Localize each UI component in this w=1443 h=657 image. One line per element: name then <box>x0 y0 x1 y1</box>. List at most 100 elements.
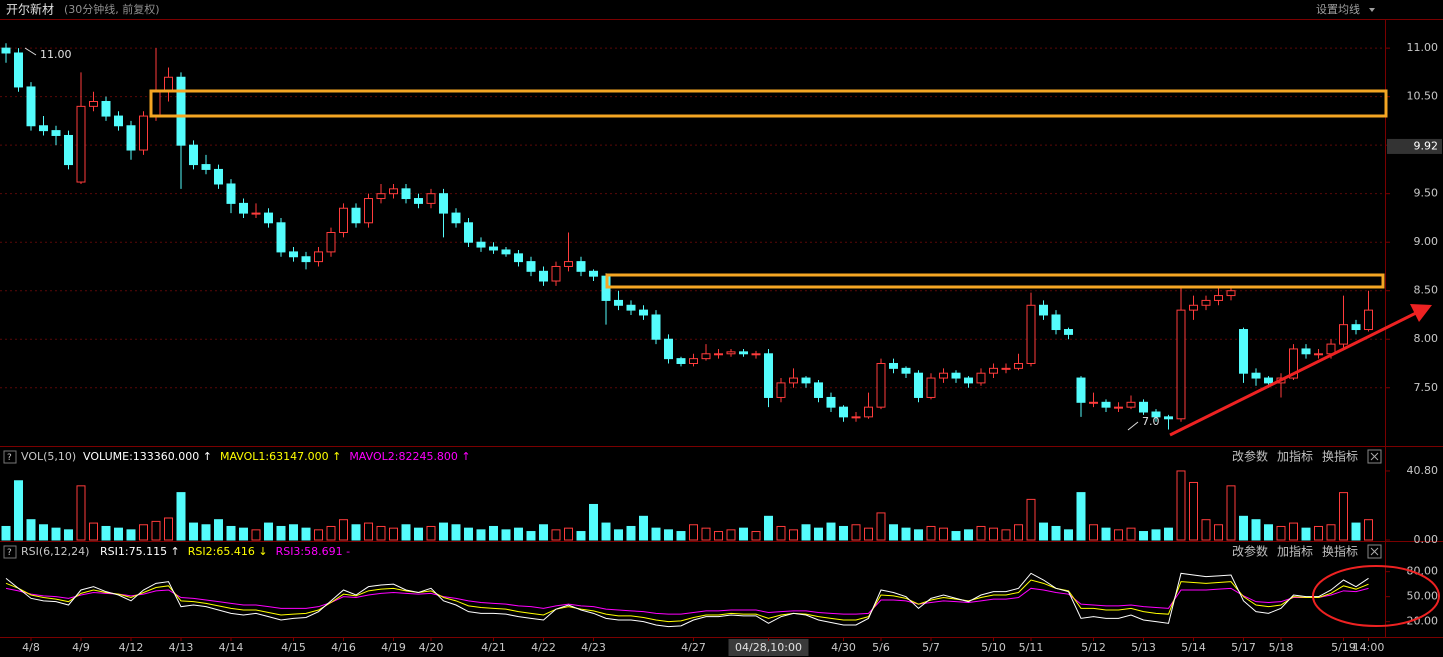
y-tick-label: 80.00 <box>1407 565 1439 578</box>
candle-body <box>39 125 48 132</box>
help[interactable]: ? <box>7 548 12 558</box>
volume-bar <box>26 519 36 541</box>
volume-bar <box>851 524 861 541</box>
candle-body <box>1339 324 1348 345</box>
volume-bar <box>76 485 86 541</box>
x-tick-label: 4/19 <box>381 641 406 654</box>
annotation-pointer <box>1127 421 1139 431</box>
volume-bar <box>539 524 548 541</box>
button[interactable]: 加指标 <box>1277 544 1313 559</box>
volume-bar <box>789 529 798 541</box>
candle-body <box>814 382 823 398</box>
candle-body <box>739 351 748 355</box>
y-tick-label: 11.00 <box>1407 41 1439 54</box>
candle-body <box>114 115 123 127</box>
candle-body <box>689 358 698 364</box>
candle-body <box>1001 367 1011 370</box>
candle-body <box>1239 329 1248 374</box>
candle-body <box>1251 372 1261 379</box>
volume-bar <box>1326 524 1336 541</box>
candle-body <box>301 256 311 263</box>
volume-bar <box>776 525 786 541</box>
volume-bar <box>889 524 898 541</box>
y-tick-label: 9.00 <box>1414 235 1439 248</box>
dropdown-arrow[interactable] <box>1369 8 1375 12</box>
legend-entry: RSI3:58.691 - <box>276 545 351 558</box>
candle-body <box>801 377 811 384</box>
panel-title: RSI(6,12,24) <box>21 545 89 558</box>
button[interactable]: 改参数 <box>1232 544 1268 559</box>
volume-bar <box>1064 529 1073 541</box>
x-tick-label: 5/18 <box>1269 641 1294 654</box>
x-tick-label: 4/27 <box>681 641 706 654</box>
volume-bar <box>1014 524 1023 541</box>
volume-bar <box>464 527 473 541</box>
candle-body <box>201 164 211 170</box>
volume-bar <box>1051 525 1061 541</box>
close-icon[interactable] <box>1370 452 1379 461</box>
candle-body <box>1164 416 1173 420</box>
help[interactable]: ? <box>7 453 12 463</box>
rsi-line <box>5 579 1369 623</box>
candle-body <box>276 222 286 253</box>
volume-bar <box>376 525 386 541</box>
annotations-overlay <box>149 89 1440 627</box>
y-tick-label: 10.50 <box>1407 90 1439 103</box>
volume-bar <box>689 524 698 541</box>
volume-bar <box>51 527 61 541</box>
candle-body <box>376 193 386 200</box>
candle-body <box>1089 401 1098 404</box>
candle-body <box>14 52 23 88</box>
candle-body <box>501 249 511 255</box>
volume-bar <box>864 527 873 541</box>
annotation-pointer <box>24 47 37 56</box>
volume-bar <box>1 525 11 541</box>
volume-bar <box>964 529 973 541</box>
volume-bar <box>651 527 661 541</box>
candle-body <box>951 372 961 379</box>
volume-bar <box>289 524 298 541</box>
rsi-line <box>5 587 1369 615</box>
help-box[interactable] <box>3 545 17 559</box>
button[interactable]: 换指标 <box>1322 449 1358 464</box>
x-tick-label: 5/14 <box>1181 641 1206 654</box>
x-tick-label: 4/16 <box>331 641 356 654</box>
candle-body <box>1226 290 1236 297</box>
legend-entry: RSI2:65.416 ↓ <box>188 545 268 558</box>
volume-bar <box>901 527 911 541</box>
volume-bar <box>926 525 936 541</box>
x-tick-label: 4/21 <box>481 641 506 654</box>
annotation: 11.00 <box>40 48 72 61</box>
volume-bar <box>1364 519 1373 541</box>
candle-body <box>76 105 86 183</box>
volume-bar <box>601 522 611 541</box>
close-button[interactable] <box>1367 449 1382 464</box>
volume-bar <box>101 525 111 541</box>
volume-bar <box>176 492 186 541</box>
candle-body <box>751 353 761 356</box>
x-tick-label: 5/12 <box>1081 641 1106 654</box>
candle-body <box>714 353 723 356</box>
candle-body <box>514 253 523 263</box>
candle-body <box>1189 304 1198 311</box>
button[interactable]: 换指标 <box>1322 544 1358 559</box>
volume-bar <box>1226 485 1236 541</box>
candle-body <box>1139 401 1148 413</box>
close-button[interactable] <box>1367 544 1382 559</box>
candle-body <box>1201 299 1211 306</box>
close-icon[interactable] <box>1370 547 1379 556</box>
help-box[interactable] <box>3 450 17 464</box>
button[interactable]: 加指标 <box>1277 449 1313 464</box>
candle-body <box>464 222 473 243</box>
candle-body <box>1101 401 1111 408</box>
plots: 7.508.008.509.009.5010.0010.5011.004/84/… <box>0 41 1442 656</box>
candle-body <box>339 207 348 233</box>
candle-body <box>414 198 423 204</box>
button[interactable]: 改参数 <box>1232 449 1268 464</box>
volume-bar <box>439 522 448 541</box>
x-tick-label: 5/7 <box>922 641 940 654</box>
candle-body <box>189 144 198 166</box>
y-tick-label: 8.50 <box>1414 284 1439 297</box>
x-tick-label: 4/15 <box>281 641 306 654</box>
ma-setting[interactable]: 设置均线 <box>1316 2 1360 16</box>
